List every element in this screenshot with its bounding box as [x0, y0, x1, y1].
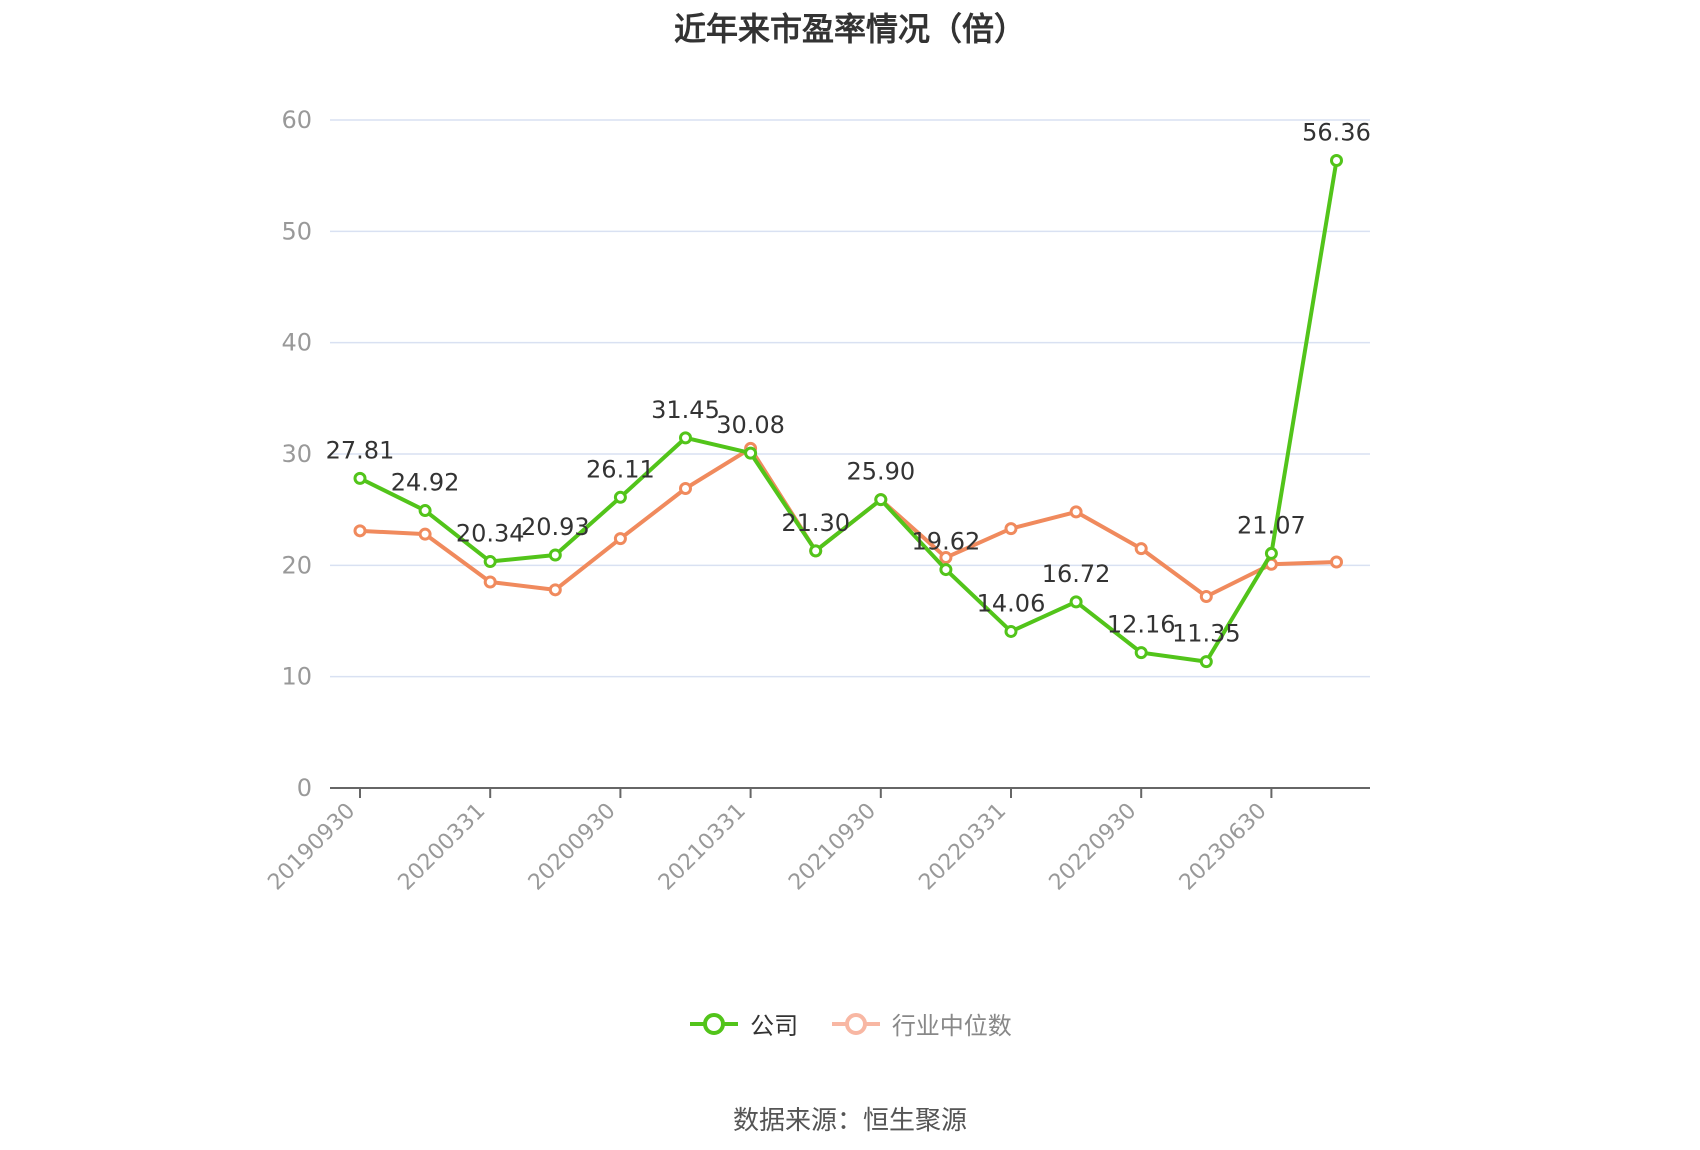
- y-tick-label: 0: [297, 774, 312, 802]
- data-label-company: 27.81: [326, 436, 395, 464]
- data-label-company: 24.92: [391, 469, 460, 497]
- data-label-company: 16.72: [1042, 560, 1111, 588]
- x-tick-label: 20230630: [1175, 799, 1272, 896]
- series-lines: [353, 154, 1343, 669]
- data-label-company: 30.08: [716, 411, 785, 439]
- x-tick-label: 20220331: [914, 799, 1011, 896]
- legend-label-industry: 行业中位数: [891, 1012, 1012, 1040]
- x-tick-label: 20200331: [394, 799, 491, 896]
- legend-company-marker-icon: [690, 1012, 739, 1035]
- data-point-company: [548, 548, 562, 562]
- data-point-company: [613, 490, 627, 504]
- legend-item-company[interactable]: 公司: [688, 1006, 798, 1041]
- data-point-company: [939, 563, 953, 577]
- data-point-industry: [1134, 542, 1148, 556]
- data-label-company: 26.11: [586, 455, 655, 483]
- series-line-company: [359, 160, 1339, 664]
- data-point-company: [1134, 646, 1148, 660]
- data-point-industry: [1330, 555, 1343, 569]
- x-tick-label: 20210331: [654, 799, 751, 896]
- data-point-company: [418, 504, 432, 518]
- data-label-company: 25.90: [846, 458, 915, 486]
- data-point-company: [679, 431, 692, 445]
- x-tick-label: 20210930: [784, 799, 881, 896]
- data-point-company: [809, 544, 823, 558]
- y-tick-label: 20: [281, 551, 312, 579]
- data-label-company: 21.07: [1237, 511, 1306, 539]
- data-point-company: [744, 446, 758, 460]
- legend-industry-marker-icon: [831, 1012, 880, 1035]
- legend-item-industry[interactable]: 行业中位数: [830, 1006, 1012, 1041]
- y-tick-label: 10: [281, 663, 312, 691]
- data-point-industry: [1069, 505, 1083, 519]
- data-point-industry: [613, 532, 627, 546]
- data-label-company: 19.62: [912, 528, 981, 556]
- legend: 公司 行业中位数: [0, 1006, 1700, 1042]
- x-tick-label: 20200930: [524, 799, 621, 896]
- data-point-company: [1069, 595, 1083, 609]
- data-point-company: [874, 493, 888, 507]
- data-point-company: [483, 555, 497, 569]
- data-point-company: [1264, 546, 1278, 560]
- y-tick-label: 50: [281, 217, 312, 245]
- data-label-company: 31.45: [651, 396, 720, 424]
- data-label-company: 12.16: [1107, 611, 1176, 639]
- data-point-industry: [1004, 522, 1018, 536]
- x-tick-label: 20190930: [263, 799, 360, 896]
- source-note: 数据来源：恒生聚源: [732, 1106, 967, 1136]
- data-point-industry: [418, 527, 432, 541]
- data-point-industry: [548, 583, 562, 597]
- data-label-company: 21.30: [781, 509, 850, 537]
- data-label-company: 20.93: [521, 513, 590, 541]
- data-point-industry: [679, 482, 692, 496]
- axes: 0 10 20 30 40 50 60 20190930 20200331 20200930 202…: [263, 106, 1370, 895]
- data-point-company: [1199, 655, 1213, 669]
- data-point-industry: [1199, 590, 1213, 604]
- y-tick-label: 30: [281, 440, 312, 468]
- data-point-industry: [939, 551, 953, 565]
- legend-label-company: 公司: [750, 1012, 799, 1040]
- data-point-company: [353, 471, 367, 485]
- chart-title: 近年来市盈率情况（倍）: [673, 10, 1026, 48]
- x-tick-label: 20220930: [1045, 799, 1142, 896]
- data-point-company: [1004, 624, 1018, 638]
- data-point-company: [1330, 154, 1343, 168]
- data-label-company: 20.34: [456, 520, 525, 548]
- data-label-company: 11.35: [1172, 620, 1241, 648]
- y-tick-label: 40: [281, 329, 312, 357]
- y-tick-label: 60: [281, 106, 312, 134]
- grid-lines: [330, 119, 1370, 678]
- data-point-industry: [353, 524, 367, 538]
- data-point-industry: [483, 575, 497, 589]
- data-label-company: 14.06: [977, 589, 1046, 617]
- data-label-company: 56.36: [1302, 119, 1371, 147]
